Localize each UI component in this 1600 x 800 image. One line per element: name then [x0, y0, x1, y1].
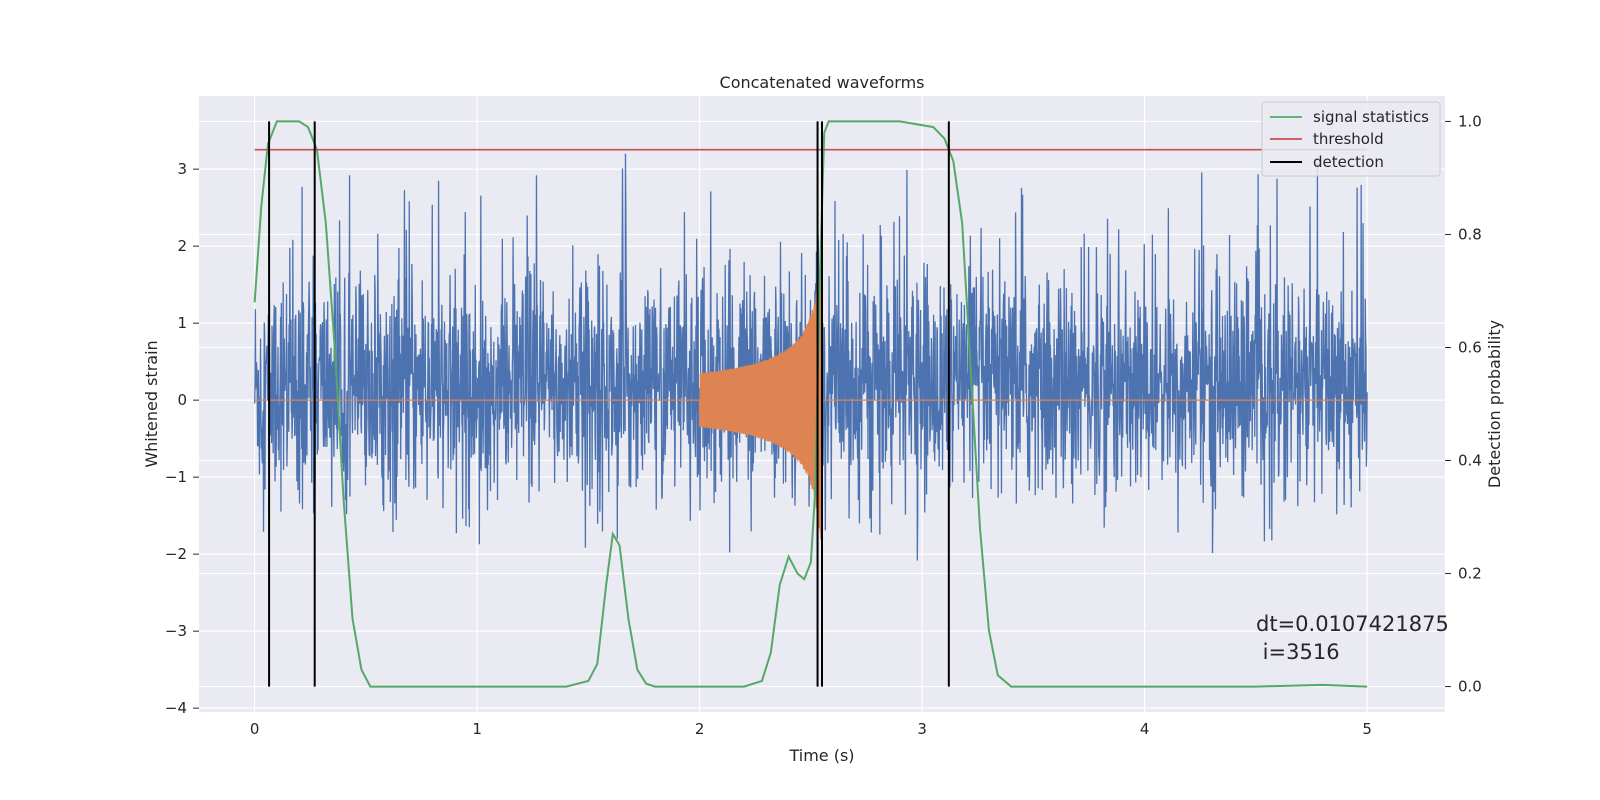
x-tick-label: 4	[1140, 720, 1150, 738]
y-tick-label-left: 1	[177, 314, 187, 332]
legend-label-threshold: threshold	[1313, 130, 1384, 148]
y-tick-label-right: 1.0	[1458, 112, 1482, 130]
ticks: 0 1 2 3 4 5 −4 −3 −2 −1 0 1 2 3 0.0 0.2 0.4 0.6 0.8 1.0	[165, 112, 1482, 738]
legend-box	[1261, 101, 1441, 177]
y-tick-label-left: 2	[177, 237, 187, 255]
x-tick-label: 5	[1362, 720, 1372, 738]
y-tick-label-left: −2	[165, 545, 187, 563]
y-axis-label: Whitened strain	[142, 340, 161, 467]
plot-area	[253, 120, 1368, 688]
series-signal-statistics	[253, 120, 1368, 688]
legend: signal statistics threshold detection	[1261, 101, 1441, 177]
y-tick-label-right: 0.6	[1458, 338, 1482, 356]
y-tick-label-right: 0.8	[1458, 225, 1482, 243]
y-tick-label-left: 0	[177, 391, 187, 409]
y-tick-label-left: 3	[177, 160, 187, 178]
chart-title: Concatenated waveforms	[720, 73, 925, 92]
x-tick-label: 0	[250, 720, 260, 738]
x-tick-label: 2	[695, 720, 705, 738]
y-tick-label-left: −4	[165, 699, 187, 717]
annotation-line-2: i=3516	[1256, 640, 1340, 664]
annotation-line-1: dt=0.0107421875	[1256, 612, 1449, 636]
y-tick-label-right: 0.2	[1458, 565, 1482, 583]
legend-label-signal-statistics: signal statistics	[1313, 108, 1429, 126]
y-tick-label-right: 0.4	[1458, 452, 1482, 470]
y-tick-label-right: 0.0	[1458, 678, 1482, 696]
x-tick-label: 3	[917, 720, 927, 738]
y-axis-label-right: Detection probability	[1485, 320, 1504, 488]
legend-label-detection: detection	[1313, 153, 1384, 171]
y-tick-label-left: −3	[165, 622, 187, 640]
x-axis-label: Time (s)	[788, 746, 854, 765]
y-tick-label-left: −1	[165, 468, 187, 486]
x-tick-label: 1	[472, 720, 482, 738]
annotation: dt=0.0107421875 i=3516	[1256, 612, 1449, 664]
